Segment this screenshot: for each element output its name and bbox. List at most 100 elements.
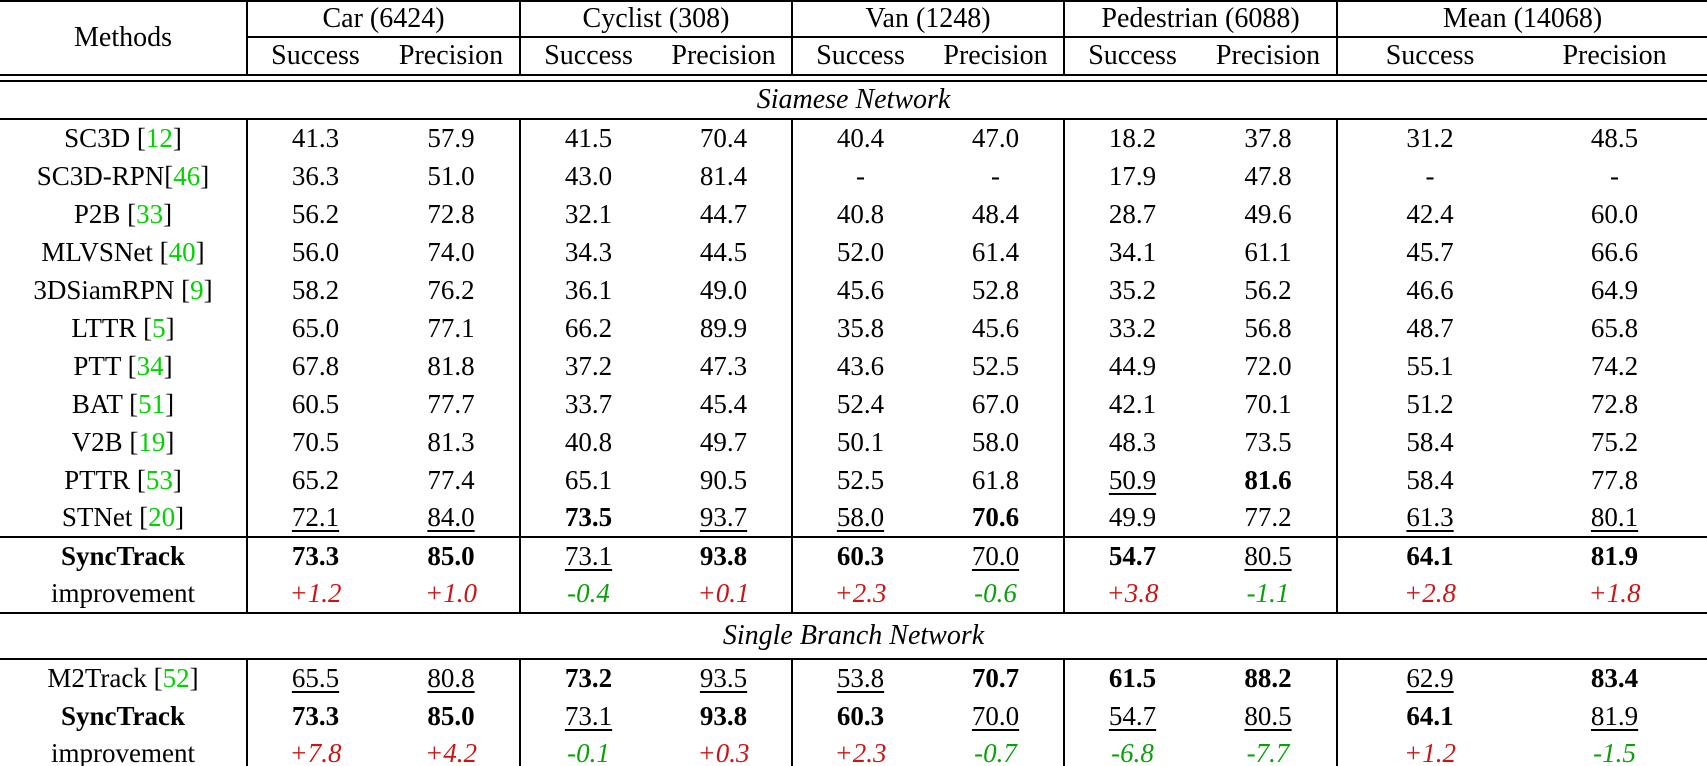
precision-cell: 65.8 [1590, 312, 1639, 343]
precision-cell: 72.0 [1244, 350, 1292, 381]
success-cell: 36.1 [519, 271, 657, 309]
precision-cell: -1.5 [1593, 738, 1636, 766]
table-row: P2B [33] 56.2 72.8 32.1 44.7 40.8 48.4 28.7 49.6… [0, 195, 1707, 233]
success-cell: 48.7 [1336, 309, 1523, 347]
method-name: V2B [ [71, 426, 139, 457]
precision-cell: 70.1 [1244, 388, 1292, 419]
method-cell: LTTR [5] [0, 309, 247, 347]
method-name: SC3D [ [64, 123, 146, 153]
method-name: improvement [51, 738, 195, 766]
method-name: PTT [ [73, 350, 137, 381]
method-name-close: ] [163, 198, 173, 229]
subheader-precision: Precision [1562, 40, 1667, 71]
success-cell: 62.9 [1336, 659, 1523, 697]
precision-cell: - [1610, 160, 1620, 191]
success-cell: 33.7 [519, 385, 657, 423]
precision-cell: 81.8 [427, 350, 475, 381]
method-cell: MLVSNet [40] [0, 233, 247, 271]
header-row-metrics: Success Precision Success Precision Succ… [0, 37, 1707, 75]
citation-number: 20 [148, 502, 176, 532]
precision-cell: 88.2 [1244, 663, 1292, 693]
success-cell: 54.7 [1063, 697, 1201, 735]
section-title: Single Branch Network [0, 612, 1707, 660]
citation-number: 53 [145, 464, 173, 495]
success-cell: 41.5 [519, 119, 657, 157]
precision-cell: 64.9 [1590, 274, 1639, 305]
precision-cell: 48.4 [971, 198, 1020, 229]
table-row: 3DSiamRPN [9] 58.2 76.2 36.1 49.0 45.6 52.8 35.… [0, 271, 1707, 309]
precision-cell: 81.6 [1244, 464, 1292, 495]
citation-number: 19 [138, 426, 166, 457]
method-name-close: ] [175, 502, 185, 532]
success-cell: - [1336, 157, 1523, 195]
section-title-row: Siamese Network [0, 81, 1707, 120]
precision-cell: 37.8 [1244, 123, 1292, 153]
precision-cell: 45.4 [699, 388, 748, 419]
method-name-close: ] [165, 312, 175, 343]
citation-number: 51 [138, 388, 166, 419]
precision-cell: 73.5 [1244, 426, 1292, 457]
citation-number: 33 [136, 198, 164, 229]
method-name: PTTR [ [64, 464, 146, 495]
precision-cell: 80.5 [1200, 536, 1338, 575]
method-cell: SC3D-RPN[46] [0, 157, 247, 195]
precision-cell: 67.0 [971, 388, 1020, 419]
group-header-cyclist: Cyclist (308) [519, 1, 793, 38]
success-cell: 45.7 [1336, 233, 1523, 271]
precision-cell: 93.8 [656, 536, 793, 575]
success-cell: 36.3 [246, 157, 383, 195]
method-cell: SyncTrack [0, 697, 247, 735]
precision-cell: 77.4 [427, 464, 475, 495]
precision-cell: 72.8 [427, 198, 475, 229]
methods-header: Methods [74, 22, 172, 53]
success-cell: 72.1 [246, 499, 383, 537]
method-name: LTTR [ [71, 312, 153, 343]
method-name-close: ] [195, 236, 205, 267]
citation-number: 34 [136, 350, 164, 381]
precision-cell: 77.8 [1590, 464, 1639, 495]
precision-cell: 45.6 [971, 312, 1020, 343]
precision-cell: 47.0 [971, 123, 1020, 153]
success-cell: 44.9 [1063, 347, 1201, 385]
success-cell: 35.8 [791, 309, 929, 347]
precision-cell: 49.7 [699, 426, 748, 457]
precision-cell: 56.2 [1244, 274, 1292, 305]
precision-cell: 61.4 [971, 236, 1020, 267]
method-name: 3DSiamRPN [ [33, 274, 191, 305]
success-cell: -0.4 [519, 575, 657, 613]
precision-cell: 74.0 [427, 236, 475, 267]
precision-cell: +0.1 [697, 578, 750, 608]
precision-cell: 81.9 [1590, 700, 1639, 731]
section-title-row: Single Branch Network [0, 612, 1707, 660]
success-cell: 42.1 [1063, 385, 1201, 423]
success-cell: -0.1 [519, 735, 657, 766]
subheader-success: Success [1336, 37, 1523, 75]
precision-cell: 80.5 [1244, 700, 1292, 731]
method-name-close: ] [200, 160, 210, 191]
success-cell: 43.0 [519, 157, 657, 195]
precision-cell: 81.4 [699, 160, 748, 191]
precision-cell: 52.8 [971, 274, 1020, 305]
precision-cell: 90.5 [699, 464, 748, 495]
precision-cell: +1.8 [1588, 578, 1641, 608]
precision-cell: 76.2 [427, 274, 475, 305]
method-name-close: ] [165, 426, 175, 457]
method-cell: V2B [19] [0, 423, 247, 461]
precision-cell: +1.0 [425, 578, 477, 608]
success-cell: 52.4 [791, 385, 929, 423]
success-cell: 65.5 [246, 659, 383, 697]
method-name-close: ] [165, 388, 175, 419]
method-name: SC3D-RPN[ [36, 160, 174, 191]
precision-cell: 66.6 [1590, 236, 1639, 267]
method-name: M2Track [ [47, 663, 163, 693]
method-cell: improvement [0, 735, 247, 766]
precision-cell: 61.1 [1244, 236, 1292, 267]
precision-cell: 84.0 [427, 502, 475, 532]
subheader-precision: Precision [671, 40, 776, 71]
success-cell: 33.2 [1063, 309, 1201, 347]
subheader-success: Success [791, 37, 929, 75]
method-cell: M2Track [52] [0, 659, 247, 697]
precision-cell: 47.3 [699, 350, 748, 381]
precision-cell: 85.0 [383, 536, 521, 575]
precision-cell: 93.8 [699, 700, 748, 731]
